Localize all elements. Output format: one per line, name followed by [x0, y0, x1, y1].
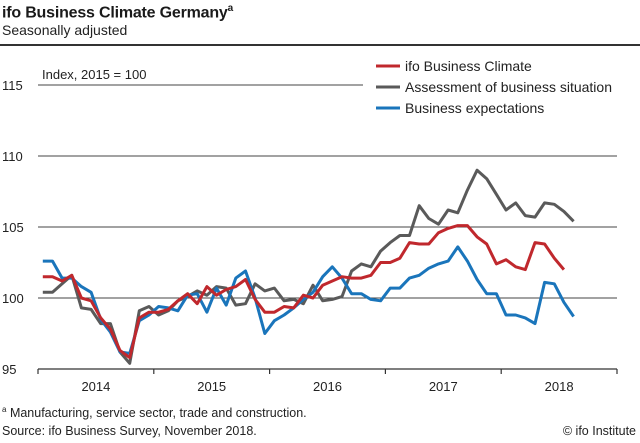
- x-tick-label: 2015: [197, 379, 226, 394]
- x-tick-label: 2014: [81, 379, 110, 394]
- credit: © ifo Institute: [562, 424, 636, 438]
- series-line-situation: [42, 168, 575, 365]
- series-line-climate: [42, 224, 566, 360]
- footnote-text: Manufacturing, service sector, trade and…: [9, 406, 307, 421]
- legend-label-expectations: Business expectations: [405, 100, 544, 116]
- x-tick-label: 2018: [545, 379, 574, 394]
- y-tick-label: 110: [2, 149, 23, 164]
- source-note: Source: ifo Business Survey, November 20…: [2, 424, 257, 438]
- y-tick-label: 95: [2, 362, 16, 377]
- y-axis-label: Index, 2015 = 100: [42, 67, 146, 82]
- y-tick-label: 100: [2, 291, 24, 306]
- legend-label-climate: ifo Business Climate: [405, 58, 532, 74]
- series-lines: [42, 168, 575, 365]
- footnote: a Manufacturing, service sector, trade a…: [2, 405, 307, 420]
- y-tick-label: 115: [2, 78, 23, 93]
- chart-title-text: ifo Business Climate Germany: [2, 4, 228, 22]
- y-tick-label: 105: [2, 220, 24, 235]
- footnote-mark: a: [2, 405, 7, 414]
- x-tick-label: 2016: [313, 379, 342, 394]
- legend: ifo Business Climate Assessment of busine…: [376, 58, 612, 116]
- grid-lines: [38, 84, 617, 299]
- header-rule: [0, 44, 640, 46]
- chart-title: ifo Business Climate Germanya: [2, 3, 233, 22]
- legend-label-situation: Assessment of business situation: [405, 79, 612, 95]
- chart-subtitle: Seasonally adjusted: [2, 22, 128, 38]
- title-footnote-mark: a: [227, 3, 234, 14]
- y-tick-labels: 95 100 105 110 115: [2, 78, 24, 377]
- x-axis: 2014 2015 2016 2017 2018: [37, 368, 618, 394]
- x-tick-label: 2017: [429, 379, 458, 394]
- series-line-expectations: [42, 245, 575, 355]
